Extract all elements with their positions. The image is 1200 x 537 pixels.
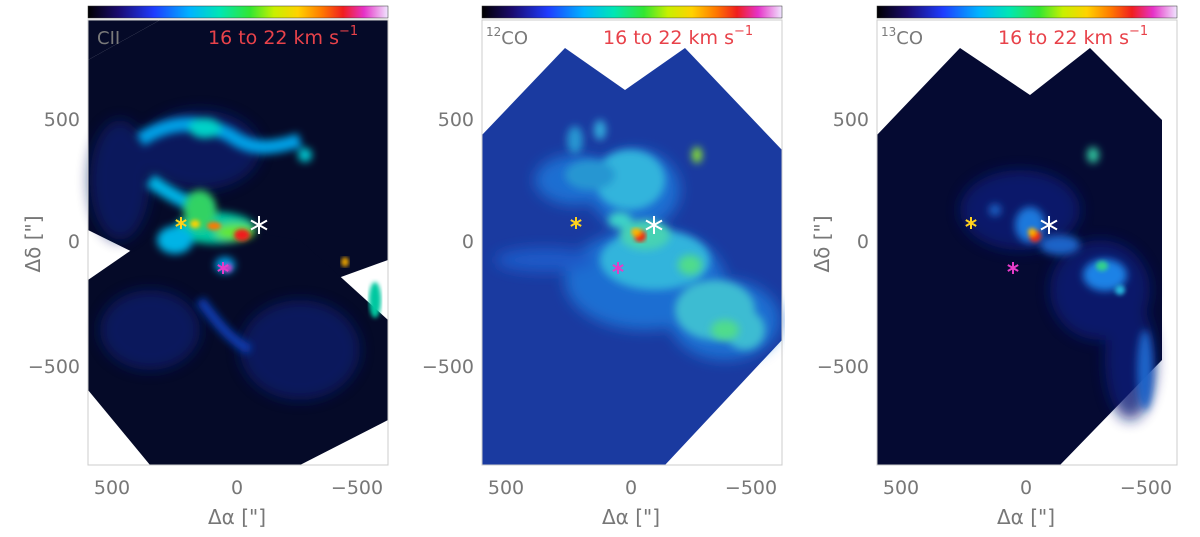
co12-xlabel: Δα ["] <box>602 505 660 529</box>
co12-xtick-500: 500 <box>488 477 524 499</box>
co12-ytick-500: 500 <box>438 109 474 131</box>
co13-star-yellow <box>965 217 977 229</box>
co13-ytick-500: 500 <box>833 109 869 131</box>
cii-star-yellow <box>175 217 187 229</box>
cii-ytick-neg500: −500 <box>28 356 80 378</box>
co12-star-white <box>645 216 663 234</box>
cii-ytick-500: 500 <box>44 109 80 131</box>
co13-map <box>877 20 1177 465</box>
co13-velocity-label: 16 to 22 km s−1 <box>998 24 1148 49</box>
cii-xtick-500: 500 <box>94 477 130 499</box>
co12-xtick-0: 0 <box>625 477 637 499</box>
co13-xtick-0: 0 <box>1020 477 1032 499</box>
cii-star-magenta <box>217 262 229 274</box>
panel-12co: 12CO 16 to 22 km s−1 500 0 −500 500 0 −5… <box>395 0 785 533</box>
co12-frame <box>481 19 783 466</box>
co12-ytick-neg500: −500 <box>422 356 474 378</box>
co12-xtick-neg500: −500 <box>725 477 777 499</box>
co13-ytick-0: 0 <box>857 231 869 253</box>
co13-xtick-500: 500 <box>883 477 919 499</box>
co12-star-magenta <box>612 262 624 274</box>
cii-title: CII <box>97 28 120 49</box>
cii-ytick-0: 0 <box>68 231 80 253</box>
cii-xlabel: Δα ["] <box>208 505 266 529</box>
panel-cii: CII 16 to 22 km s−1 500 0 −500 500 0 −50… <box>0 0 390 533</box>
co13-xlabel: Δα ["] <box>997 505 1055 529</box>
cii-xtick-0: 0 <box>231 477 243 499</box>
panel-13co: 13CO 16 to 22 km s−1 500 0 −500 500 0 −5… <box>790 0 1180 533</box>
co13-ylabel: Δδ ["] <box>810 215 834 272</box>
co13-frame <box>876 19 1178 466</box>
cii-xtick-neg500: −500 <box>331 477 383 499</box>
co12-star-yellow <box>570 217 582 229</box>
cii-frame <box>87 19 389 466</box>
cii-star-white <box>250 216 268 234</box>
co12-velocity-label: 16 to 22 km s−1 <box>603 24 753 49</box>
co13-ytick-neg500: −500 <box>817 356 869 378</box>
co12-map <box>482 20 782 465</box>
co13-star-white <box>1040 216 1058 234</box>
co12-colorbar <box>481 5 783 19</box>
co13-xtick-neg500: −500 <box>1120 477 1172 499</box>
co13-star-magenta <box>1007 262 1019 274</box>
cii-plot: CII 16 to 22 km s−1 500 0 −500 500 0 −50… <box>21 5 389 529</box>
cii-colorbar <box>87 5 389 19</box>
co12-ytick-0: 0 <box>462 231 474 253</box>
cii-velocity-label: 16 to 22 km s−1 <box>208 24 358 49</box>
cii-map <box>88 20 388 465</box>
co13-plot: 13CO 16 to 22 km s−1 500 0 −500 500 0 −5… <box>810 5 1178 529</box>
cii-ylabel: Δδ ["] <box>21 215 45 272</box>
co13-colorbar <box>876 5 1178 19</box>
co12-title: 12CO <box>486 25 528 49</box>
co12-plot: 12CO 16 to 22 km s−1 500 0 −500 500 0 −5… <box>422 5 783 529</box>
co13-title: 13CO <box>881 25 923 49</box>
